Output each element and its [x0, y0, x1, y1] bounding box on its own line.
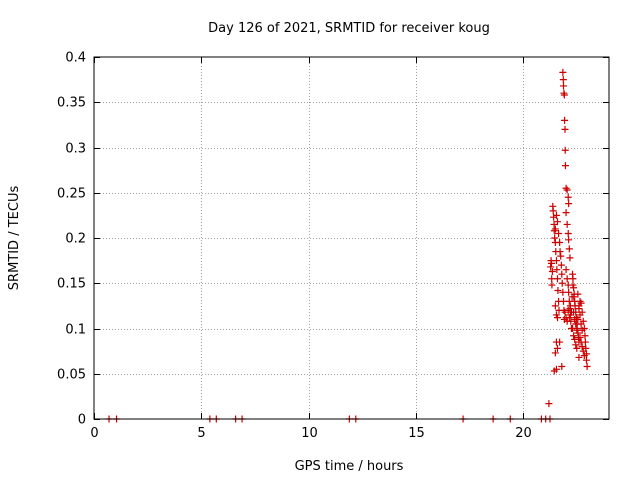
data-point-marker	[554, 275, 561, 283]
data-point-marker	[561, 308, 569, 316]
data-point-marker	[556, 338, 564, 346]
data-point-marker	[554, 344, 561, 352]
data-point-marker	[576, 334, 584, 342]
data-point-marker	[575, 302, 583, 310]
data-point-marker	[562, 184, 570, 192]
data-points	[105, 68, 591, 423]
data-point-marker	[551, 302, 559, 310]
data-point-marker	[559, 76, 567, 84]
data-point-marker	[548, 281, 556, 289]
data-point-marker	[551, 225, 559, 233]
data-point-marker	[561, 146, 569, 154]
data-point-marker	[556, 239, 564, 247]
data-point-marker	[551, 234, 559, 242]
data-point-marker	[570, 293, 578, 301]
y-tick-label: 0.4	[65, 51, 86, 66]
y-tick-label: 0.25	[57, 187, 86, 202]
data-point-marker	[553, 266, 561, 274]
y-tick-label: 0.1	[65, 323, 86, 338]
data-point-marker	[570, 332, 578, 340]
grid	[94, 57, 609, 419]
data-point-marker	[571, 335, 579, 343]
data-point-marker	[577, 338, 585, 346]
data-point-marker	[562, 266, 570, 274]
data-point-marker	[579, 347, 587, 355]
data-point-marker	[552, 365, 560, 373]
data-point-marker	[554, 286, 562, 294]
data-point-marker	[564, 193, 572, 201]
data-point-marker	[555, 229, 563, 237]
x-tick-label: 20	[515, 426, 532, 441]
data-point-marker	[583, 363, 591, 371]
y-tick-label: 0.3	[65, 142, 86, 157]
y-tick-label: 0.2	[65, 232, 86, 247]
data-point-marker	[578, 326, 586, 334]
data-point-marker	[556, 248, 564, 256]
data-point-marker	[569, 325, 577, 332]
data-point-marker	[545, 400, 553, 408]
data-point-marker	[558, 363, 566, 371]
y-tick-label: 0.15	[57, 277, 86, 292]
data-point-marker	[582, 356, 590, 364]
data-point-marker	[565, 236, 573, 244]
data-point-marker	[574, 290, 582, 298]
data-point-marker	[565, 288, 573, 296]
x-tick-label: 5	[197, 426, 205, 441]
data-point-marker	[560, 82, 568, 90]
axis-ticks: 0 0.05 0.1 0.15 0.2 0.25 0.3 0.35 0.4 0 5 10 15 20	[57, 51, 609, 441]
data-point-marker	[566, 254, 574, 262]
data-point-marker	[566, 302, 574, 310]
data-point-marker	[567, 308, 575, 316]
data-point-marker	[576, 311, 584, 319]
data-point-marker	[561, 125, 569, 133]
data-point-marker	[569, 275, 577, 283]
data-point-marker	[552, 211, 560, 219]
data-point-marker	[558, 270, 566, 278]
data-point-marker	[560, 91, 568, 99]
x-tick-label: 10	[301, 426, 318, 441]
data-point-marker	[580, 352, 588, 360]
y-tick-label: 0.35	[57, 96, 86, 111]
data-point-marker	[552, 257, 560, 265]
data-point-marker	[565, 200, 573, 208]
data-point-marker	[561, 162, 569, 170]
data-point-marker	[558, 279, 566, 287]
data-point-marker	[574, 315, 582, 323]
data-point-marker	[560, 315, 568, 323]
data-point-marker	[569, 281, 577, 289]
data-point-marker	[564, 229, 572, 237]
data-point-marker	[563, 186, 571, 194]
x-tick-label: 15	[408, 426, 425, 441]
data-point-marker	[565, 314, 573, 322]
y-axis-label: SRMTID / TECUs	[7, 186, 22, 291]
y-tick-label: 0	[78, 413, 86, 428]
data-point-marker	[581, 332, 589, 340]
data-point-marker	[562, 209, 570, 217]
data-point-marker	[547, 263, 555, 271]
data-point-marker	[559, 68, 567, 76]
data-point-marker	[561, 116, 569, 124]
data-point-marker	[554, 314, 561, 322]
data-point-marker	[557, 252, 565, 260]
plot-frame	[93, 56, 610, 420]
data-point-marker	[578, 343, 586, 351]
chart-title: Day 126 of 2021, SRMTID for receiver kou…	[208, 21, 490, 36]
data-point-marker	[575, 353, 583, 361]
data-point-marker	[554, 218, 561, 226]
x-tick-label: 0	[90, 426, 98, 441]
data-point-marker	[576, 297, 584, 305]
data-point-marker	[563, 220, 571, 228]
data-point-marker	[547, 259, 555, 267]
data-point-marker	[548, 267, 556, 275]
data-point-marker	[577, 320, 585, 328]
data-point-marker	[572, 341, 580, 349]
data-point-marker	[557, 261, 565, 269]
data-point-marker	[551, 349, 559, 357]
y-tick-label: 0.05	[57, 368, 86, 383]
data-point-marker	[565, 245, 573, 253]
data-point-marker	[549, 207, 557, 215]
x-axis-label: GPS time / hours	[295, 459, 404, 474]
data-point-marker	[573, 344, 581, 352]
